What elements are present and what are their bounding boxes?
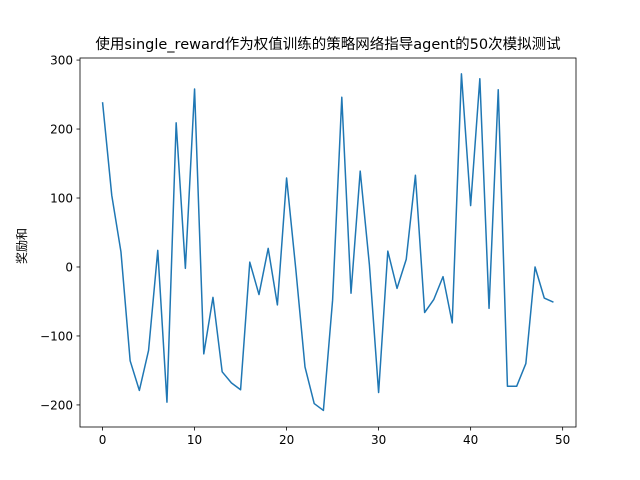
- y-tick-label: 0: [65, 260, 73, 274]
- chart-title: 使用single_reward作为权值训练的策略网络指导agent的50次模拟测…: [95, 36, 561, 53]
- axes: 0 10 20 30 40 50 −200 −100 0 100 200 300: [40, 54, 577, 447]
- y-tick-label: 300: [50, 54, 73, 68]
- y-tick-label: −200: [40, 398, 73, 412]
- plot-area: [101, 73, 554, 412]
- x-tick-label: 40: [463, 433, 478, 447]
- series-line-0: [101, 73, 554, 412]
- x-tick-label: 30: [371, 433, 386, 447]
- y-tick-label: 200: [50, 123, 73, 137]
- x-tick-label: 10: [187, 433, 202, 447]
- x-tick-label: 50: [555, 433, 570, 447]
- x-tick-label: 0: [99, 433, 107, 447]
- y-axis-label: 奖励和: [15, 228, 29, 264]
- y-tick-label: 100: [50, 192, 73, 206]
- plot-frame: [79, 57, 577, 428]
- y-tick-label: −100: [40, 329, 73, 343]
- x-tick-label: 20: [279, 433, 294, 447]
